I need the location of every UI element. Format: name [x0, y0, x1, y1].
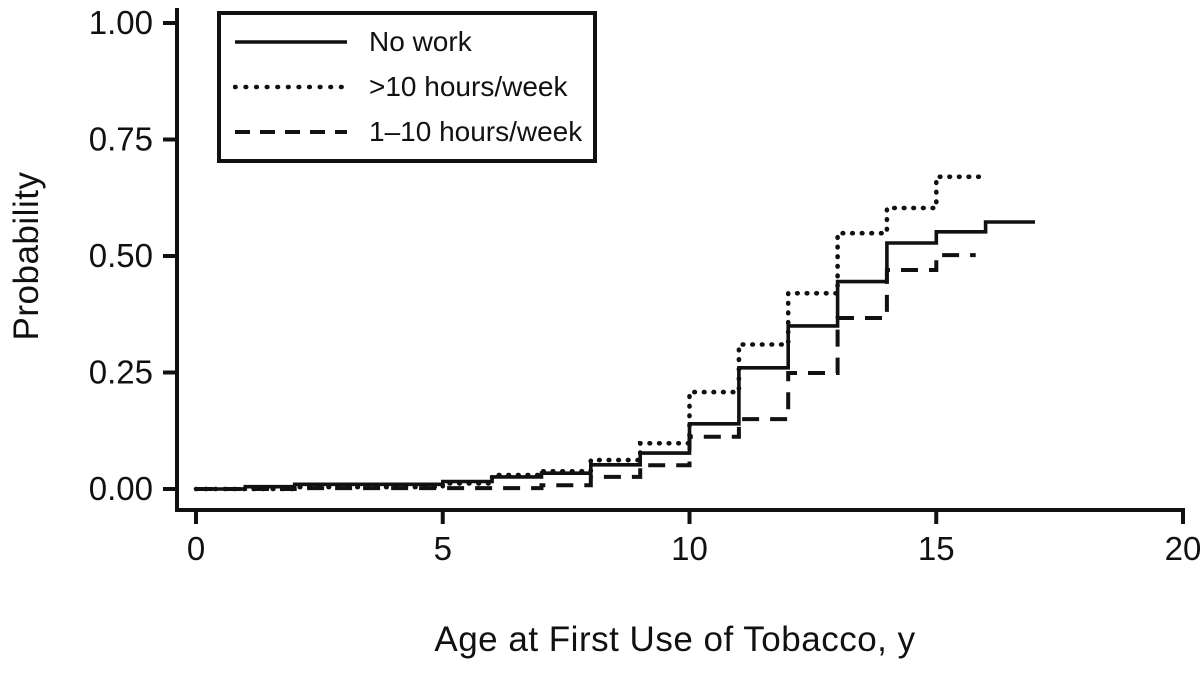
x-tick-label: 5	[434, 530, 452, 567]
y-tick-label: 1.00	[89, 4, 153, 41]
data-series	[193, 174, 1035, 492]
y-axis-title: Probability	[7, 171, 46, 341]
x-tick-label: 20	[1165, 530, 1200, 567]
series-dotted-curve	[193, 174, 983, 492]
series-solid-curve	[196, 220, 1035, 491]
axis-lines	[175, 8, 1185, 512]
axis-tick-labels: 0 5 10 15 20 0.00 0.25 0.50 0.75 1.00	[89, 4, 1200, 567]
axis-ticks	[163, 21, 1185, 524]
legend-label-gt10-hours: >10 hours/week	[369, 70, 568, 102]
y-tick-label: 0.50	[89, 237, 153, 274]
x-tick-label: 0	[187, 530, 205, 567]
legend-line-dotted-icon	[233, 84, 349, 90]
legend-item-gt10-hours: >10 hours/week	[221, 67, 593, 107]
legend-box: No work >10 hours/week 1–10 hours/week	[217, 11, 597, 163]
axes	[175, 8, 1185, 512]
legend-item-1to10-hours: 1–10 hours/week	[221, 112, 593, 152]
legend-line-dashed-icon	[235, 130, 347, 135]
legend-item-no-work: No work	[221, 22, 593, 62]
legend-label-no-work: No work	[369, 25, 472, 57]
y-tick-label: 0.00	[89, 470, 153, 507]
x-tick-label: 10	[671, 530, 708, 567]
legend-label-1to10-hours: 1–10 hours/week	[369, 116, 583, 148]
y-tick-label: 0.25	[89, 354, 153, 391]
legend-line-solid-icon	[235, 39, 347, 44]
series-dashed-curve	[196, 253, 976, 491]
x-tick-label: 15	[918, 530, 955, 567]
y-tick-label: 0.75	[89, 121, 153, 158]
x-axis-title: Age at First Use of Tobacco, y	[434, 620, 916, 659]
